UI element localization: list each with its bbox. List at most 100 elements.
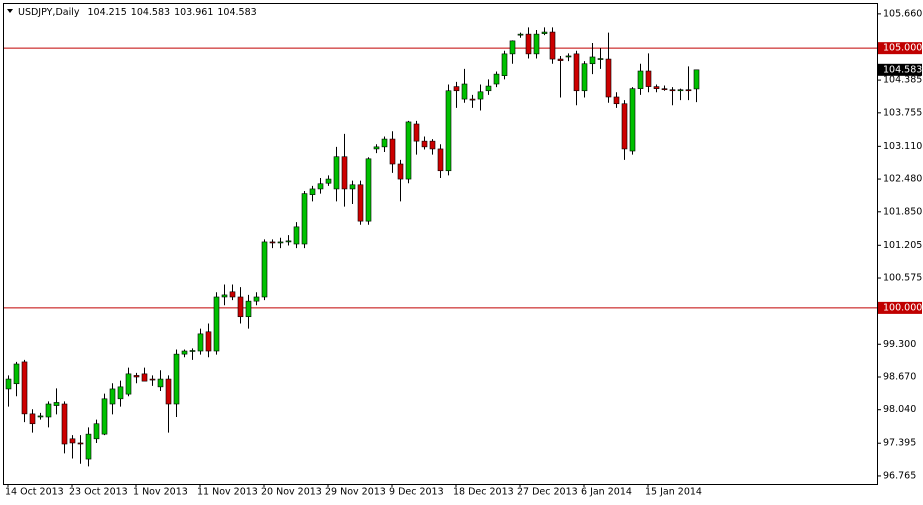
candle-body	[213, 296, 220, 352]
candle-body	[469, 98, 476, 101]
candle-body	[501, 53, 508, 76]
candle-body	[373, 146, 380, 150]
y-tick-label: 97.395	[883, 438, 916, 449]
candle-body	[333, 156, 340, 190]
candle-body	[221, 294, 228, 298]
candle-body	[189, 350, 196, 352]
candle-body	[485, 85, 492, 92]
candle-body	[301, 193, 308, 245]
candle-body	[613, 96, 620, 105]
y-tick-label: 99.300	[883, 339, 916, 350]
candle-body	[157, 378, 164, 388]
candle-body	[453, 86, 460, 92]
x-tick-label: 9 Dec 2013	[389, 487, 444, 498]
candle-body	[149, 378, 156, 381]
x-tick-label: 18 Dec 2013	[453, 487, 514, 498]
y-tick-label: 96.765	[883, 470, 916, 481]
candle-body	[669, 89, 676, 92]
candle-body	[549, 31, 556, 60]
price-tag	[878, 42, 922, 55]
candle-body	[261, 241, 268, 298]
candle-body	[509, 40, 516, 55]
candle-body	[181, 350, 188, 355]
candle-body	[237, 296, 244, 318]
candle-body	[645, 70, 652, 87]
candle-body	[589, 56, 596, 65]
candle-body	[205, 331, 212, 352]
candle-body	[533, 33, 540, 55]
candle-body	[165, 378, 172, 405]
candle-body	[29, 413, 36, 425]
y-tick-label: 105.660	[883, 8, 922, 19]
x-tick-label: 27 Dec 2013	[517, 487, 578, 498]
ohlc-close: 104.583	[217, 7, 256, 18]
candle-body	[61, 403, 68, 445]
candle-body	[253, 296, 260, 302]
candle-body	[173, 353, 180, 405]
y-tick-label: 100.575	[883, 273, 922, 284]
candle-body	[565, 55, 572, 58]
x-tick-label: 6 Jan 2014	[581, 487, 632, 498]
candle-body	[141, 373, 148, 382]
candle-body	[605, 58, 612, 98]
candle-body	[69, 438, 76, 444]
candle-body	[21, 361, 28, 415]
candle-body	[365, 158, 372, 222]
candle-body	[45, 403, 52, 418]
candle-body	[685, 89, 692, 92]
x-tick-label: 11 Nov 2013	[197, 487, 258, 498]
candle-body	[245, 300, 252, 318]
ohlc-high: 104.583	[131, 7, 170, 18]
candle-body	[621, 103, 628, 150]
candle-body	[325, 178, 332, 184]
candle-body	[461, 83, 468, 100]
chart-header: USDJPY,Daily 104.215 104.583 103.961 104.583	[18, 7, 257, 18]
y-tick-label: 98.040	[883, 404, 916, 415]
candle-body	[101, 398, 108, 435]
candle-body	[125, 373, 132, 395]
y-tick-label: 103.110	[883, 141, 922, 152]
candle-body	[629, 88, 636, 152]
candle-body	[277, 241, 284, 244]
x-tick-label: 1 Nov 2013	[133, 487, 188, 498]
candle-body	[661, 88, 668, 91]
candle-body	[693, 69, 700, 90]
candle-body	[349, 184, 356, 190]
x-tick-label: 15 Jan 2014	[645, 487, 702, 498]
candle-body	[541, 31, 548, 34]
x-tick-label: 29 Nov 2013	[325, 487, 386, 498]
candle-body	[581, 63, 588, 92]
candle-body	[13, 363, 20, 385]
candle-body	[477, 91, 484, 100]
candle-body	[573, 53, 580, 92]
candle-body	[397, 163, 404, 180]
price-tag-label: 105.000	[883, 43, 922, 54]
candle-body	[293, 226, 300, 245]
candle-body	[445, 90, 452, 172]
candle-body	[637, 70, 644, 89]
menu-arrow[interactable]	[7, 9, 13, 13]
candle-body	[197, 333, 204, 352]
x-tick-label: 23 Oct 2013	[69, 487, 128, 498]
y-tick-label: 102.480	[883, 174, 922, 185]
candle-body	[597, 58, 604, 60]
candle-body	[677, 89, 684, 92]
candle-body	[269, 241, 276, 244]
candle-body	[133, 375, 140, 378]
candle-body	[285, 240, 292, 243]
candle-body	[77, 442, 84, 445]
candle-body	[309, 188, 316, 195]
candle-body	[85, 433, 92, 460]
candle-body	[229, 291, 236, 298]
candle-body	[429, 140, 436, 150]
candle-body	[117, 386, 124, 400]
current-price-tag	[878, 63, 922, 76]
candle-body	[5, 378, 12, 390]
candle-body	[37, 415, 44, 418]
candle-body	[405, 121, 412, 180]
current-price-label: 104.583	[883, 64, 922, 75]
price-tag	[878, 301, 922, 314]
symbol: USDJPY,Daily	[18, 7, 80, 18]
candle-body	[421, 140, 428, 148]
candle-body	[93, 423, 100, 440]
